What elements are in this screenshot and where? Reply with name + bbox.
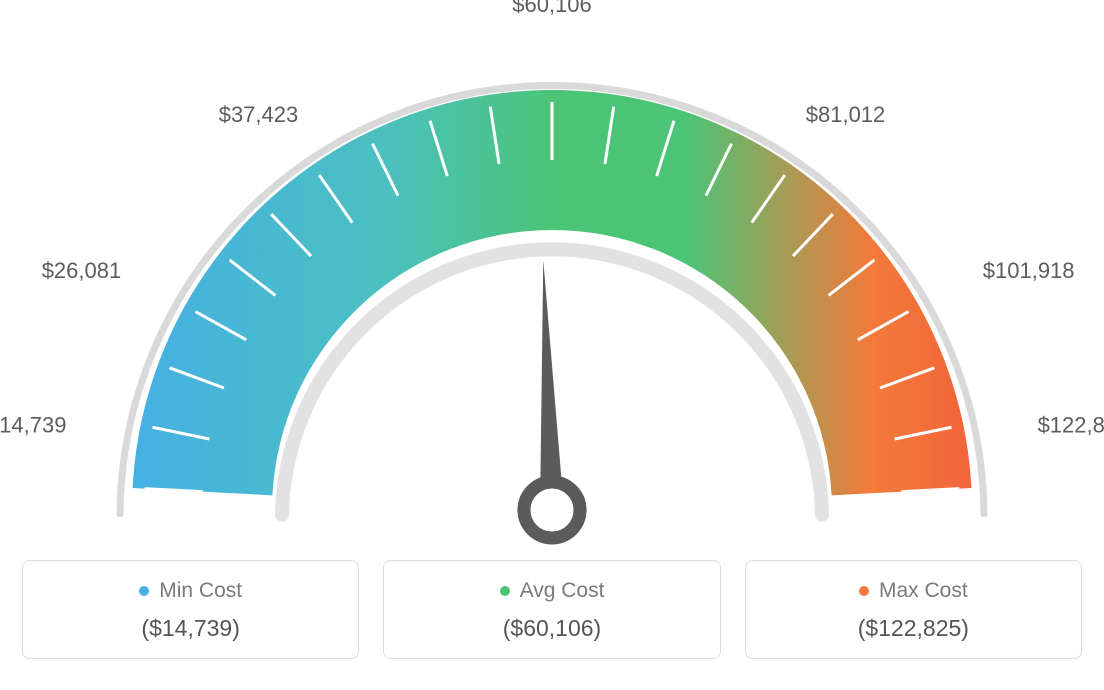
svg-text:$122,825: $122,825 [1038,413,1104,438]
dot-icon [859,586,869,596]
legend-value-min: ($14,739) [31,615,350,642]
dot-icon [500,586,510,596]
legend-label: Min Cost [159,579,242,603]
legend-card-avg: Avg Cost ($60,106) [383,560,720,659]
legend-card-min: Min Cost ($14,739) [22,560,359,659]
legend-label: Avg Cost [520,579,605,603]
svg-text:$81,012: $81,012 [806,102,886,127]
svg-text:$60,106: $60,106 [512,0,592,17]
legend-title-min: Min Cost [139,579,242,603]
svg-text:$37,423: $37,423 [219,102,299,127]
svg-text:$26,081: $26,081 [42,258,122,283]
gauge-svg: $14,739 $26,081 $37,423 $60,106 $81,012 $101,… [0,0,1104,560]
legend-title-avg: Avg Cost [500,579,605,603]
legend-row: Min Cost ($14,739) Avg Cost ($60,106) Ma… [22,560,1082,659]
legend-value-max: ($122,825) [754,615,1073,642]
gauge-chart: $14,739 $26,081 $37,423 $60,106 $81,012 $101,… [0,0,1104,560]
legend-title-max: Max Cost [859,579,968,603]
legend-value-avg: ($60,106) [392,615,711,642]
svg-text:$14,739: $14,739 [0,413,66,438]
dot-icon [139,586,149,596]
legend-label: Max Cost [879,579,968,603]
svg-text:$101,918: $101,918 [983,258,1075,283]
legend-card-max: Max Cost ($122,825) [745,560,1082,659]
